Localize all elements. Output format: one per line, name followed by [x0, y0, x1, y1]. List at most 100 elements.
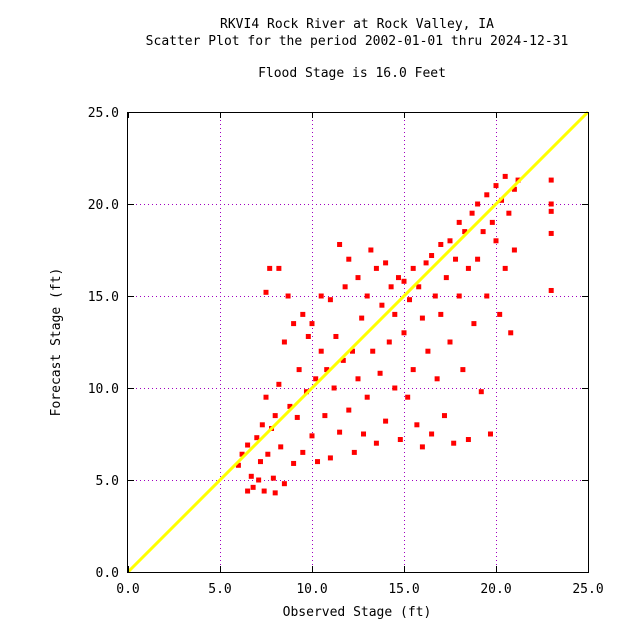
scatter-point: [337, 429, 343, 435]
scatter-point: [438, 241, 444, 247]
scatter-point: [475, 201, 481, 207]
scatter-point: [471, 321, 477, 327]
scatter-point: [511, 186, 517, 192]
scatter-point: [460, 367, 466, 373]
scatter-point: [453, 256, 459, 262]
chart-title: RKVI4 Rock River at Rock Valley, IA: [220, 17, 494, 32]
one-to-one-reference-line: [126, 110, 590, 574]
scatter-point: [291, 460, 297, 466]
y-tick-label: 25.0: [88, 106, 119, 121]
scatter-point: [456, 293, 462, 299]
x-tick-label: 25.0: [572, 582, 603, 597]
y-tick-label: 5.0: [96, 474, 119, 489]
scatter-point: [346, 407, 352, 413]
axis-ticks: 0.0 5.0 10.0 15.0 20.0 25.0 0.0 5.0 10.0 15.0 20.0…: [88, 106, 604, 597]
scatter-point: [235, 462, 241, 468]
scatter-point: [508, 330, 514, 336]
chart-subtitle: Scatter Plot for the period 2002-01-01 t…: [146, 34, 569, 49]
scatter-point: [497, 311, 503, 317]
x-axis-label: Observed Stage (ft): [283, 605, 432, 620]
flood-stage-label: Flood Stage is 16.0 Feet: [258, 66, 446, 81]
scatter-point: [361, 431, 367, 437]
scatter-point: [506, 210, 512, 216]
scatter-point: [355, 376, 361, 382]
scatter-point: [257, 459, 263, 465]
scatter-point: [410, 265, 416, 271]
scatter-point: [331, 385, 337, 391]
scatter-point: [548, 208, 554, 214]
scatter-point: [548, 201, 554, 207]
scatter-point: [285, 293, 291, 299]
scatter-point: [305, 333, 311, 339]
scatter-point: [340, 357, 346, 363]
scatter-point: [346, 256, 352, 262]
scatter-point: [469, 210, 475, 216]
scatter-point: [281, 339, 287, 345]
scatter-point: [296, 367, 302, 373]
y-axis-label: Forecast Stage (ft): [49, 268, 64, 417]
scatter-point: [419, 315, 425, 321]
scatter-point: [438, 311, 444, 317]
scatter-point: [423, 260, 429, 266]
scatter-point: [287, 403, 293, 409]
scatter-point: [276, 265, 282, 271]
scatter-point: [432, 293, 438, 299]
scatter-point: [256, 477, 262, 483]
plot-frame: [127, 112, 589, 573]
scatter-point: [322, 413, 328, 419]
x-tick-label: 20.0: [480, 582, 511, 597]
scatter-point: [261, 488, 267, 494]
scatter-point: [318, 293, 324, 299]
scatter-point: [377, 370, 383, 376]
data-points: [235, 173, 554, 496]
scatter-point: [493, 183, 499, 189]
scatter-point: [355, 275, 361, 281]
scatter-point: [364, 293, 370, 299]
reference-line-group: [126, 110, 590, 574]
scatter-point: [373, 265, 379, 271]
scatter-point: [373, 440, 379, 446]
scatter-point: [451, 440, 457, 446]
scatter-point: [342, 284, 348, 290]
scatter-point: [263, 394, 269, 400]
y-tick-label: 20.0: [88, 198, 119, 213]
scatter-point: [502, 173, 508, 179]
scatter-point: [364, 394, 370, 400]
scatter-point: [456, 219, 462, 225]
scatter-point: [309, 321, 315, 327]
x-tick-label: 15.0: [388, 582, 419, 597]
scatter-point: [548, 287, 554, 293]
scatter-point: [475, 256, 481, 262]
x-tick-label: 10.0: [296, 582, 327, 597]
scatter-point: [245, 442, 251, 448]
scatter-point: [383, 418, 389, 424]
scatter-point: [263, 289, 269, 295]
scatter-point: [407, 297, 413, 303]
y-tick-label: 0.0: [96, 566, 119, 581]
scatter-point: [395, 275, 401, 281]
scatter-point: [245, 488, 251, 494]
scatter-point: [419, 444, 425, 450]
x-tick-label: 5.0: [208, 582, 231, 597]
scatter-point: [392, 385, 398, 391]
scatter-point: [272, 413, 278, 419]
scatter-point: [465, 265, 471, 271]
scatter-point: [278, 444, 284, 450]
scatter-point: [489, 219, 495, 225]
scatter-point: [315, 459, 321, 465]
scatter-point: [291, 321, 297, 327]
scatter-point: [327, 297, 333, 303]
scatter-point: [397, 437, 403, 443]
scatter-point: [379, 302, 385, 308]
scatter-point: [248, 473, 254, 479]
scatter-point: [410, 367, 416, 373]
scatter-point: [349, 348, 355, 354]
scatter-point: [487, 431, 493, 437]
scatter-point: [465, 437, 471, 443]
scatter-point: [548, 230, 554, 236]
y-tick-label: 10.0: [88, 382, 119, 397]
scatter-point: [327, 455, 333, 461]
scatter-point: [401, 330, 407, 336]
scatter-point: [250, 484, 256, 490]
